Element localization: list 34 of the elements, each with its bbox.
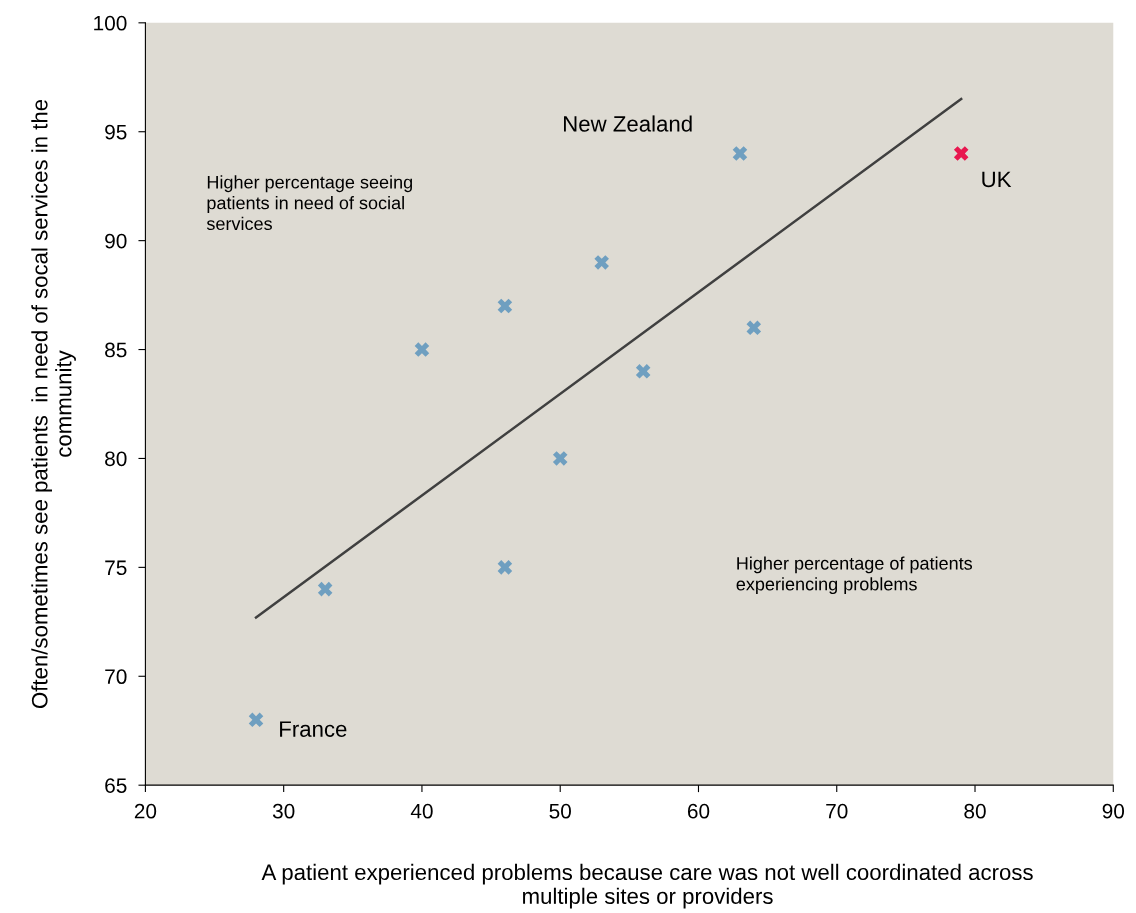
x-tick-label: 60 — [687, 803, 710, 819]
point — [497, 298, 513, 314]
point — [732, 146, 748, 161]
point — [497, 560, 513, 575]
y-tick-label: 75 — [105, 560, 127, 576]
x-tick-label: 80 — [964, 803, 986, 819]
y-tick-label: 80 — [105, 451, 127, 467]
y-tick-label: 90 — [105, 233, 127, 249]
y-axis-title: Often/sometimes see patients in need of socal services in the community — [31, 99, 76, 709]
point — [746, 320, 762, 336]
point — [414, 342, 430, 357]
point — [594, 255, 609, 270]
x-tick-label: 20 — [134, 803, 157, 819]
x-tick-label: 90 — [1102, 803, 1125, 819]
x-tick-label: 40 — [410, 803, 433, 819]
annotation: Higher percentage seeing patients in need of social services — [206, 175, 412, 231]
point — [248, 712, 264, 728]
y-tick-label: 70 — [105, 669, 127, 685]
point — [317, 581, 333, 597]
y-tick-label: 95 — [105, 124, 127, 140]
y-tick-label: 65 — [105, 778, 127, 793]
y-tick-label: 100 — [94, 15, 127, 31]
annotation: UK — [982, 171, 1012, 188]
x-tick-label: 30 — [272, 803, 295, 819]
point — [552, 451, 568, 466]
annotation: France — [280, 721, 347, 737]
x-tick-label: 70 — [826, 803, 848, 819]
y-tick-label: 85 — [105, 342, 127, 358]
annotation: Higher percentage of patients experiencing problems — [736, 556, 973, 595]
annotation: New Zealand — [564, 115, 692, 132]
point — [953, 146, 969, 161]
x-tick-label: 50 — [549, 803, 571, 819]
point — [635, 364, 651, 379]
x-axis-title: A patient experienced problems because care was not well coordinated across multiple sites or providers — [261, 863, 1033, 909]
